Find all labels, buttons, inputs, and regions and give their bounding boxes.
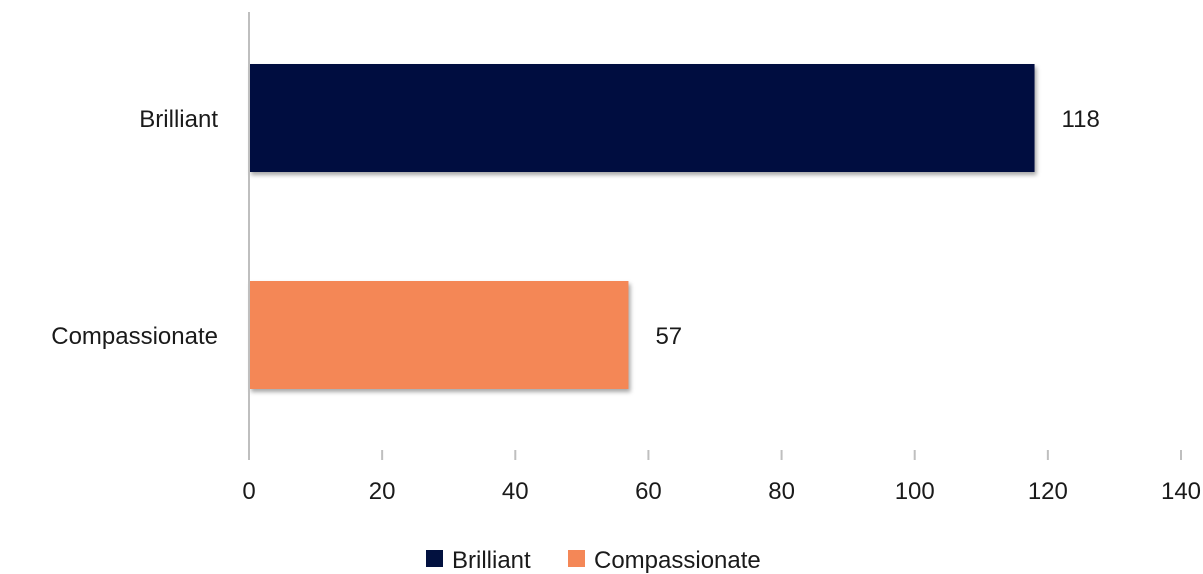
labels-layer: 118 Brilliant 57 Compassionate 0 20 40 60 80 100 1… [51,106,1201,505]
legend-swatch-compassionate [568,550,585,567]
legend-label-compassionate: Compassionate [594,547,761,574]
category-label-compassionate: Compassionate [51,323,218,350]
x-tick-label-120: 120 [1028,478,1068,505]
category-label-brilliant: Brilliant [139,106,218,133]
legend-item-brilliant: Brilliant [426,547,531,574]
legend-label-brilliant: Brilliant [452,547,531,574]
x-tick-label-0: 0 [242,478,255,505]
data-label-compassionate: 57 [655,323,682,350]
bar-brilliant [249,64,1035,172]
x-tick-label-60: 60 [635,478,662,505]
data-label-brilliant: 118 [1062,106,1100,133]
bar-compassionate [249,281,629,389]
x-tick-label-80: 80 [768,478,795,505]
legend-item-compassionate: Compassionate [568,547,761,574]
legend: Brilliant Compassionate [426,547,761,574]
axes [248,12,1182,460]
x-tick-label-40: 40 [502,478,529,505]
x-tick-label-20: 20 [369,478,396,505]
x-tick-label-140: 140 [1161,478,1201,505]
x-tick-label-100: 100 [895,478,935,505]
bars-layer [249,64,1035,389]
legend-swatch-brilliant [426,550,443,567]
